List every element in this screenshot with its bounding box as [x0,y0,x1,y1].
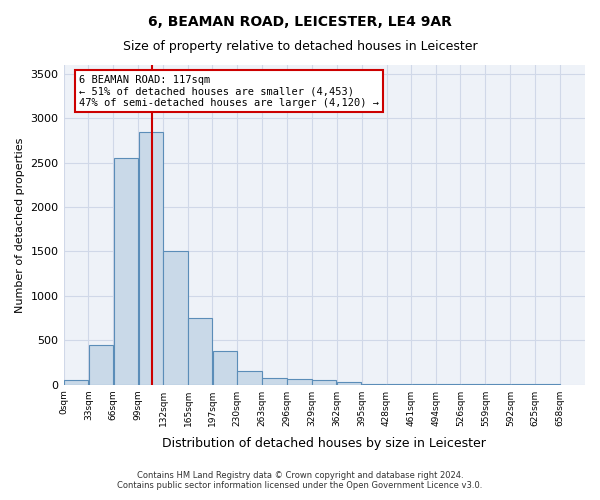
Bar [89,344,113,385]
Bar [312,380,337,384]
Text: Size of property relative to detached houses in Leicester: Size of property relative to detached ho… [122,40,478,53]
X-axis label: Distribution of detached houses by size in Leicester: Distribution of detached houses by size … [163,437,486,450]
Y-axis label: Number of detached properties: Number of detached properties [15,137,25,312]
Bar [262,378,287,384]
Text: 6 BEAMAN ROAD: 117sqm
← 51% of detached houses are smaller (4,453)
47% of semi-d: 6 BEAMAN ROAD: 117sqm ← 51% of detached … [79,74,379,108]
Bar [163,252,188,384]
Bar [188,318,212,384]
Bar [139,132,163,384]
Text: Contains HM Land Registry data © Crown copyright and database right 2024.
Contai: Contains HM Land Registry data © Crown c… [118,470,482,490]
Bar [113,158,138,384]
Bar [238,372,262,384]
Bar [64,380,88,384]
Bar [287,380,311,384]
Text: 6, BEAMAN ROAD, LEICESTER, LE4 9AR: 6, BEAMAN ROAD, LEICESTER, LE4 9AR [148,15,452,29]
Bar [212,352,237,384]
Bar [337,382,361,384]
